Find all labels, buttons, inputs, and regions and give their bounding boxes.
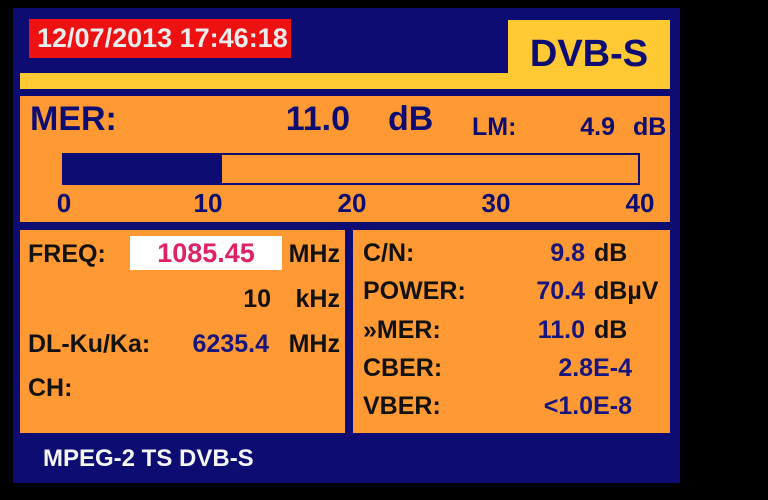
lm-value: 4.9: [580, 113, 615, 141]
freq-label: FREQ:: [28, 240, 106, 268]
dl-kuka-unit: MHz: [288, 330, 340, 358]
measurement-unit: dB: [594, 239, 628, 267]
header-yellow-strip: [20, 73, 510, 89]
mer-bargraph: [62, 153, 640, 185]
measurement-value: 70.4: [536, 277, 585, 306]
measurement-label: POWER:: [363, 277, 466, 306]
scale-tick-30: 30: [481, 188, 511, 218]
scale-tick-0: 0: [56, 188, 72, 218]
mer-value: 11.0: [285, 100, 350, 138]
mer-panel: MER: 11.0 dB LM: 4.9 dB 0 10 20 30 40: [20, 96, 670, 222]
measurement-label: »MER:: [363, 315, 441, 344]
measurement-label: CBER:: [363, 353, 443, 382]
measurement-row-cn: C/N: 9.8 dB: [363, 239, 658, 268]
mode-badge: DVB-S: [508, 20, 670, 89]
lm-label: LM:: [472, 113, 517, 141]
scale-tick-20: 20: [337, 188, 367, 218]
step-value: 10: [243, 285, 271, 313]
measurement-unit: dB: [594, 315, 628, 344]
step-unit: kHz: [295, 285, 340, 313]
mer-bar-fill: [64, 155, 222, 183]
mer-label: MER:: [30, 100, 117, 138]
measurement-value: 11.0: [537, 315, 585, 344]
measurement-row-mer: »MER: 11.0 dB: [363, 316, 658, 345]
measurement-label: C/N:: [363, 239, 415, 267]
measurement-unit: dBµV: [594, 277, 659, 306]
measurement-value: 9.8: [550, 239, 585, 267]
scale-tick-40: 40: [625, 188, 655, 218]
measurement-row-cber: CBER: 2.8E-4: [363, 354, 658, 383]
measurement-row-vber: VBER: <1.0E-8: [363, 392, 658, 421]
footer-status: MPEG-2 TS DVB-S: [43, 445, 254, 472]
tuning-panel: FREQ: 1085.45 MHz 10 kHz DL-Ku/Ka: 6235.…: [20, 230, 345, 433]
measurement-row-power: POWER: 70.4 dBµV: [363, 277, 658, 306]
meter-screen: 12/07/2013 17:46:18 DVB-S MER: 11.0 dB L…: [13, 8, 680, 483]
measurements-panel: C/N: 9.8 dB POWER: 70.4 dBµV »MER: 11.0 …: [353, 230, 670, 433]
dl-kuka-value: 6235.4: [192, 330, 269, 358]
mer-unit: dB: [388, 100, 434, 138]
freq-unit: MHz: [288, 240, 340, 268]
measurement-value: <1.0E-8: [543, 392, 632, 420]
scale-tick-10: 10: [193, 188, 223, 218]
datetime-display: 12/07/2013 17:46:18: [29, 19, 291, 58]
measurement-value: 2.8E-4: [558, 353, 632, 382]
measurement-label: VBER:: [363, 392, 441, 420]
lm-unit: dB: [633, 113, 667, 141]
freq-value-field[interactable]: 1085.45: [130, 236, 282, 270]
channel-label: CH:: [28, 374, 73, 402]
dl-kuka-label: DL-Ku/Ka:: [28, 330, 151, 358]
